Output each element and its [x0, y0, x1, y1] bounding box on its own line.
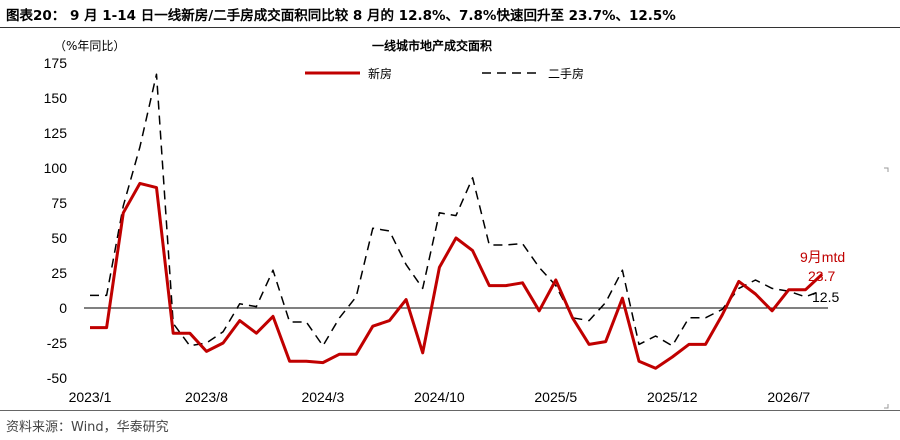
annotation-new-value: 23.7	[808, 268, 835, 284]
series-line-second	[90, 73, 823, 347]
y-tick-label: 125	[44, 125, 68, 141]
footer-divider	[0, 410, 900, 411]
y-tick-label: 0	[59, 300, 67, 316]
x-tick-label: 2025/5	[534, 389, 577, 405]
x-tick-label: 2026/7	[767, 389, 810, 405]
y-tick-label: 150	[44, 90, 68, 106]
x-axis-ticks: 2023/1 2023/8 2024/3 2024/10 2025/5 2025/12 20…	[69, 389, 811, 405]
source-note: 资料来源：Wind，华泰研究	[6, 420, 169, 435]
y-tick-label: 50	[51, 230, 67, 246]
y-tick-label: 25	[51, 265, 67, 281]
x-tick-label: 2024/10	[414, 389, 465, 405]
figure-title: 图表20： 9 月 1-14 日一线新房/二手房成交面积同比较 8 月的 12.…	[6, 8, 676, 24]
x-tick-label: 2024/3	[301, 389, 344, 405]
y-axis-unit-label: （%年同比）	[54, 39, 125, 53]
x-tick-label: 2023/1	[69, 389, 112, 405]
y-tick-label: -50	[47, 370, 67, 386]
x-tick-label: 2023/8	[185, 389, 228, 405]
series-line-new	[90, 181, 824, 370]
annotation-mtd: 9月mtd	[800, 249, 845, 265]
legend-label-new: 新房	[368, 66, 392, 81]
series-layer	[90, 73, 824, 370]
corner-mark-top	[884, 167, 889, 172]
y-tick-label: -25	[47, 335, 67, 351]
x-tick-label: 2025/12	[647, 389, 698, 405]
y-tick-label: 75	[51, 195, 67, 211]
y-tick-label: 100	[44, 160, 68, 176]
annotation-second-value: 12.5	[812, 289, 839, 305]
y-axis-ticks: -50 -25 0 25 50 75 100 125 150 175	[44, 55, 68, 386]
chart-title: 一线城市地产成交面积	[372, 38, 492, 53]
y-tick-label: 175	[44, 55, 68, 71]
corner-mark-bottom	[884, 404, 889, 409]
title-divider	[0, 27, 900, 28]
legend: 新房 二手房	[305, 66, 584, 81]
legend-label-second: 二手房	[548, 66, 584, 81]
